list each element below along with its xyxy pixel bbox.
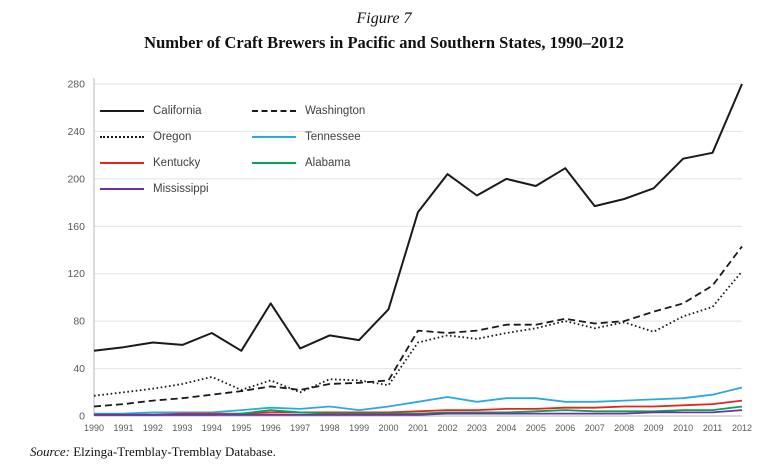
line-chart: 0 40 80 120 160 200 240 280 1990 1991 1992 1993 1994… xyxy=(36,66,756,442)
y-tick-label-200: 200 xyxy=(67,173,85,185)
source-line: Source: Elzinga-Tremblay-Tremblay Databa… xyxy=(30,444,276,460)
x-tick-label-2004: 2004 xyxy=(496,423,516,433)
x-tick-label-2000: 2000 xyxy=(379,423,399,433)
chart-canvas: 0 40 80 120 160 200 240 280 1990 1991 1992 1993 1994… xyxy=(67,78,752,433)
y-tick-label-40: 40 xyxy=(73,363,85,375)
legend-item-oregon: Oregon xyxy=(100,129,252,145)
x-tick-label-1998: 1998 xyxy=(320,423,340,433)
legend-line-sample-solid xyxy=(100,188,144,190)
x-tick-label-1991: 1991 xyxy=(113,423,133,433)
x-tick-label-2003: 2003 xyxy=(467,423,487,433)
x-tick-label-2007: 2007 xyxy=(585,423,605,433)
x-tick-label-1994: 1994 xyxy=(202,423,222,433)
x-tick-label-2001: 2001 xyxy=(408,423,428,433)
source-prefix: Source: xyxy=(30,444,70,459)
x-tick-label-2008: 2008 xyxy=(614,423,634,433)
legend-line-sample-solid xyxy=(252,136,296,138)
legend-item-mississippi: Mississippi xyxy=(100,181,252,197)
y-tick-label-0: 0 xyxy=(79,411,85,423)
legend-label: Mississippi xyxy=(153,183,209,195)
x-tick-label-2006: 2006 xyxy=(555,423,575,433)
series-line-oregon xyxy=(93,270,743,397)
x-tick-label-1990: 1990 xyxy=(84,423,104,433)
figure-title: Number of Craft Brewers in Pacific and S… xyxy=(144,33,624,52)
x-tick-label-2012: 2012 xyxy=(732,423,752,433)
legend-line-sample-solid xyxy=(100,162,144,164)
x-tick-label-1997: 1997 xyxy=(290,423,310,433)
legend-label: California xyxy=(153,105,202,117)
legend-item-kentucky: Kentucky xyxy=(100,155,252,171)
y-tick-label-80: 80 xyxy=(73,316,85,328)
y-tick-label-240: 240 xyxy=(67,126,85,138)
legend-label: Tennessee xyxy=(305,131,361,143)
y-tick-label-160: 160 xyxy=(67,221,85,233)
x-tick-label-1995: 1995 xyxy=(231,423,251,433)
source-text: Elzinga-Tremblay-Tremblay Database. xyxy=(69,444,276,459)
x-tick-label-1996: 1996 xyxy=(261,423,281,433)
legend-label: Kentucky xyxy=(153,157,201,169)
series-line-california xyxy=(93,83,743,352)
series-line-mississippi xyxy=(94,409,743,416)
x-tick-label-1999: 1999 xyxy=(349,423,369,433)
series-line-tennessee xyxy=(94,386,743,415)
legend-label: Oregon xyxy=(153,131,192,143)
x-tick-label-1992: 1992 xyxy=(143,423,163,433)
legend-item-tennessee: Tennessee xyxy=(252,129,365,145)
legend-line-sample-dashed xyxy=(252,110,296,112)
chart-legend: California Washington Oregon Tennessee Kentu… xyxy=(100,103,365,197)
legend-line-sample-dotted xyxy=(100,136,144,138)
x-tick-label-2010: 2010 xyxy=(673,423,693,433)
x-tick-label-1993: 1993 xyxy=(172,423,192,433)
y-tick-label-280: 280 xyxy=(67,79,85,91)
legend-item-washington: Washington xyxy=(252,103,365,119)
legend-line-sample-solid xyxy=(252,162,296,164)
figure-number: Figure 7 xyxy=(356,10,412,27)
x-tick-label-2009: 2009 xyxy=(644,423,664,433)
x-tick-label-2011: 2011 xyxy=(703,423,722,433)
x-tick-label-2005: 2005 xyxy=(526,423,546,433)
series-line-kentucky xyxy=(94,399,743,416)
legend-label: Washington xyxy=(305,105,366,117)
legend-item-california: California xyxy=(100,103,252,119)
legend-label: Alabama xyxy=(305,157,351,169)
y-tick-label-120: 120 xyxy=(67,268,85,280)
legend-line-sample-solid xyxy=(100,110,144,112)
legend-item-alabama: Alabama xyxy=(252,155,365,171)
series-line-washington xyxy=(93,245,743,408)
x-tick-label-2002: 2002 xyxy=(437,423,457,433)
